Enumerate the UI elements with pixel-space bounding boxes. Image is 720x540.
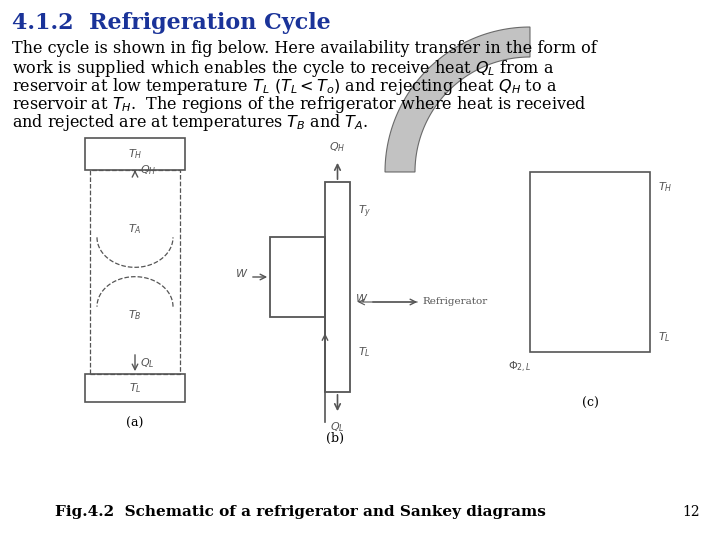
Bar [270,237,325,317]
Text: and rejected are at temperatures $T_B$ and $T_A$.: and rejected are at temperatures $T_B$ a… [12,112,369,133]
Text: 4.1.2  Refrigeration Cycle: 4.1.2 Refrigeration Cycle [12,12,330,34]
Bar [530,172,650,352]
Text: $T_L$: $T_L$ [129,381,141,395]
Text: $T_H$: $T_H$ [127,147,143,161]
Text: $T_L$: $T_L$ [358,345,371,359]
Text: $T_y$: $T_y$ [358,204,372,220]
Text: $Q_H$: $Q_H$ [140,163,156,177]
Text: $W$: $W$ [235,267,248,279]
Text: The cycle is shown in fig below. Here availability transfer in the form of: The cycle is shown in fig below. Here av… [12,40,597,57]
Text: (c): (c) [582,397,598,410]
Polygon shape [385,27,530,172]
Text: (b): (b) [326,432,344,445]
Text: 12: 12 [683,505,700,519]
Text: $\Phi_{2,L}$: $\Phi_{2,L}$ [508,360,531,375]
Text: work is supplied which enables the cycle to receive heat $Q_L$ from a: work is supplied which enables the cycle… [12,58,554,79]
Text: $T_H$: $T_H$ [658,180,672,194]
Text: reservoir at low temperature $T_L$ $(T_L$$<$$T_o)$ and rejecting heat $Q_H$ to a: reservoir at low temperature $T_L$ $(T_L… [12,76,557,97]
Text: Refrigerator: Refrigerator [422,298,487,307]
Bar [85,374,185,402]
Bar [325,182,350,392]
Text: (a): (a) [126,417,144,430]
Text: Fig.4.2  Schematic of a refrigerator and Sankey diagrams: Fig.4.2 Schematic of a refrigerator and … [55,505,546,519]
Text: $T_A$: $T_A$ [128,222,142,236]
Text: $Q_H$: $Q_H$ [329,140,346,154]
Text: $W$: $W$ [355,292,368,304]
Bar [85,138,185,170]
Text: $Q_L$: $Q_L$ [330,420,345,434]
Text: $Q_L$: $Q_L$ [140,356,155,370]
Text: $T_L$: $T_L$ [658,330,670,344]
Text: reservoir at $T_H$.  The regions of the refrigerator where heat is received: reservoir at $T_H$. The regions of the r… [12,94,586,115]
Text: $T_B$: $T_B$ [128,308,142,322]
Bar [90,170,180,374]
